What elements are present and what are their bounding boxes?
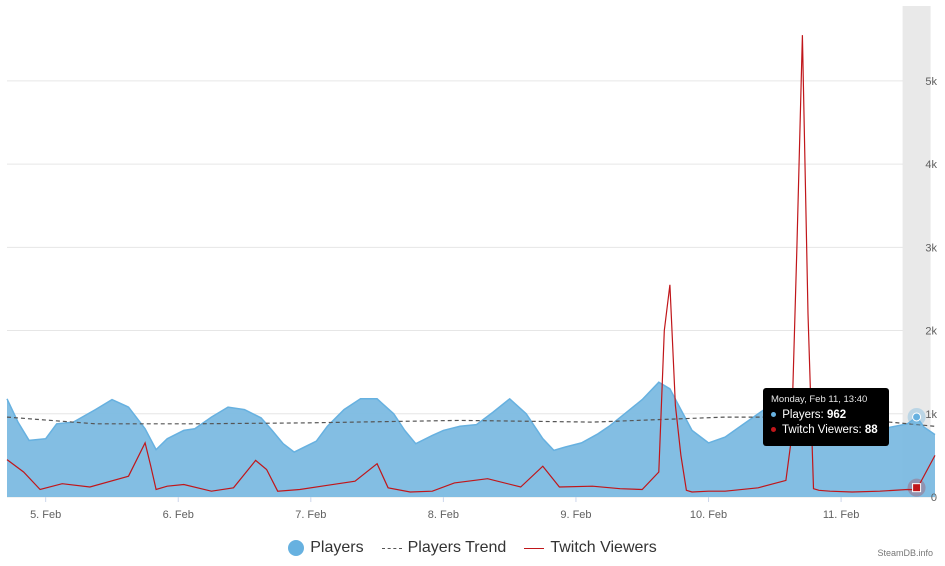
chart-legend: Players Players Trend Twitch Viewers	[0, 536, 945, 560]
y-tick-label: 5k	[925, 76, 937, 88]
hover-tooltip: Monday, Feb 11, 13:40 Players: 962 Twitc…	[763, 388, 889, 446]
twitch-swatch-icon	[524, 547, 545, 549]
y-tick-label: 0	[931, 492, 937, 504]
x-tick-label: 7. Feb	[295, 509, 326, 521]
players-dot-icon	[771, 412, 776, 418]
legend-trend-label: Players Trend	[407, 539, 507, 556]
tooltip-players-label: Players:	[782, 409, 824, 421]
x-tick-label: 5. Feb	[30, 509, 61, 521]
legend-item-players-trend[interactable]: Players Trend	[381, 539, 507, 557]
legend-twitch-label: Twitch Viewers	[550, 539, 657, 556]
twitch-hover-point	[912, 483, 922, 493]
tooltip-players-row: Players: 962	[771, 408, 881, 423]
y-tick-label: 2k	[925, 326, 937, 338]
players-hover-point	[912, 412, 922, 422]
axes: 0 1k 2k 3k 4k 5k 5. Feb 6. Feb 7. Feb 8. Feb 9. Fe…	[30, 76, 937, 521]
x-tick-label: 10. Feb	[690, 509, 727, 521]
legend-players-label: Players	[310, 539, 364, 556]
players-swatch-icon	[288, 540, 305, 556]
x-tick-label: 11. Feb	[823, 509, 860, 521]
tooltip-twitch-label: Twitch Viewers:	[782, 424, 862, 436]
players-area[interactable]	[7, 382, 935, 497]
x-tick-label: 8. Feb	[428, 509, 459, 521]
credits-link[interactable]: SteamDB.info	[877, 548, 933, 558]
legend-item-players[interactable]: Players	[288, 539, 364, 557]
x-tick-label: 6. Feb	[163, 509, 194, 521]
twitch-dot-icon	[771, 427, 776, 433]
trend-swatch-icon	[381, 547, 402, 549]
hover-markers	[907, 407, 926, 497]
x-tick-label: 9. Feb	[560, 509, 591, 521]
twitch-viewers-line[interactable]	[6, 35, 936, 493]
legend-item-twitch-viewers[interactable]: Twitch Viewers	[524, 539, 657, 557]
y-tick-label: 1k	[925, 409, 937, 421]
tooltip-players-value: 962	[826, 409, 847, 421]
tooltip-date: Monday, Feb 11, 13:40	[771, 394, 868, 405]
y-tick-label: 3k	[925, 242, 937, 254]
tooltip-twitch-value: 88	[864, 424, 878, 436]
y-tick-label: 4k	[925, 159, 937, 171]
tooltip-twitch-row: Twitch Viewers: 88	[771, 423, 881, 438]
